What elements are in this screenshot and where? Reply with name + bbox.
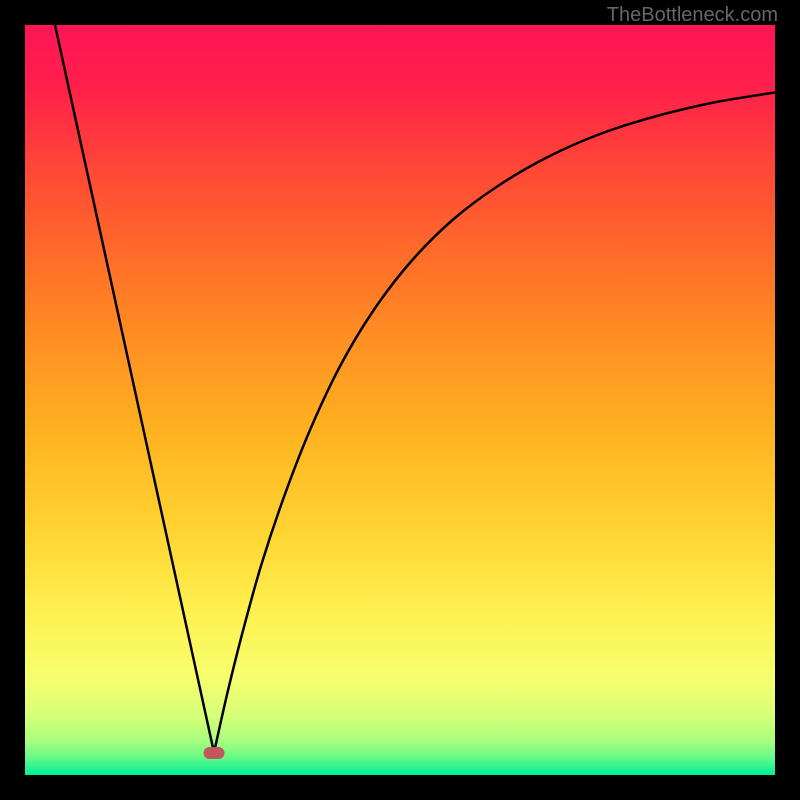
watermark-text: TheBottleneck.com (607, 4, 778, 27)
bottleneck-curve (25, 25, 775, 775)
plot-area (25, 25, 775, 775)
minimum-marker (204, 747, 225, 759)
